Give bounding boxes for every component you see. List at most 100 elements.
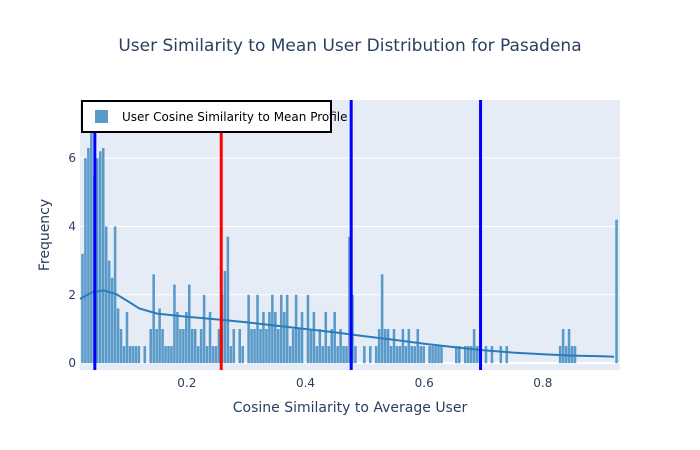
histogram-bar [87, 147, 90, 364]
histogram-bar [253, 328, 256, 364]
histogram-bar [374, 346, 378, 364]
histogram-bar [327, 346, 331, 364]
histogram-bar [505, 346, 509, 364]
histogram-bar [354, 346, 357, 364]
y-axis-label: Frequency [37, 199, 53, 271]
x-tick-label: 0.8 [533, 376, 552, 390]
histogram-bar [315, 346, 319, 364]
histogram-bar [155, 328, 158, 364]
histogram-bar [185, 311, 188, 364]
histogram-bar [208, 311, 212, 364]
histogram-bar [268, 311, 271, 364]
kde-line [79, 289, 615, 358]
histogram-bar [134, 346, 138, 364]
histogram-bar [110, 277, 114, 364]
histogram-bar [119, 328, 123, 364]
histogram-bar [229, 346, 233, 364]
histogram-bar [345, 346, 348, 364]
histogram-bar [561, 328, 565, 364]
histogram-bar [348, 236, 351, 364]
y-tick-label: 0 [68, 356, 76, 370]
histogram-bar [472, 328, 476, 364]
histogram-bar [277, 328, 280, 364]
histogram-bar [336, 346, 339, 364]
histogram-bar [116, 308, 120, 364]
histogram-bar [161, 328, 164, 364]
x-axis-label: Cosine Similarity to Average User [233, 400, 468, 416]
histogram-bar [294, 294, 298, 364]
histogram-bar [81, 253, 84, 364]
histogram-bar [179, 328, 182, 364]
histogram-bar [312, 311, 316, 364]
histogram-bar [113, 226, 117, 364]
histogram-bar [440, 346, 443, 364]
histogram-bar [282, 311, 286, 364]
histogram-bar [469, 346, 473, 364]
histogram-bar [363, 346, 366, 364]
histogram-bar [407, 328, 411, 364]
histogram-bar [383, 328, 387, 364]
histogram-bar [389, 346, 393, 364]
histogram-bar [205, 346, 209, 364]
y-tick-label: 4 [68, 219, 76, 233]
histogram-bar [398, 346, 402, 364]
histogram-bar [288, 346, 292, 364]
histogram-bar [377, 328, 381, 364]
histogram-bar [324, 311, 328, 364]
histogram-bar [380, 274, 384, 364]
legend-swatch [95, 110, 108, 123]
histogram-bar [265, 328, 268, 364]
histogram-bar [318, 328, 322, 364]
histogram-bar [84, 158, 87, 364]
histogram-bar [226, 236, 230, 364]
legend-box [81, 100, 332, 133]
histogram-bar [285, 294, 289, 364]
histogram-bar [164, 346, 167, 364]
histogram-bar [188, 284, 191, 364]
histogram-bars [81, 130, 618, 364]
histogram-bar [232, 328, 236, 364]
histogram-bar [419, 346, 422, 364]
histogram-bar [128, 346, 132, 364]
histogram-bar [176, 311, 179, 364]
histogram-bar [386, 328, 390, 364]
histogram-bar [122, 346, 126, 364]
chart-title: User Similarity to Mean User Distributio… [118, 36, 581, 56]
histogram-bar [104, 226, 108, 364]
histogram-bar [274, 311, 277, 364]
histogram-bar [422, 346, 425, 364]
histogram-bar [434, 346, 437, 364]
histogram-bar [431, 346, 434, 364]
histogram-bar [158, 308, 161, 364]
histogram-bar [202, 294, 206, 364]
histogram-bar [309, 328, 313, 364]
histogram-bar [330, 328, 333, 364]
histogram-bar [101, 147, 105, 364]
histogram-bar [271, 294, 274, 364]
legend[interactable]: User Cosine Similarity to Mean Profile [81, 100, 348, 133]
histogram-bar [392, 328, 396, 364]
histogram-bar [149, 328, 152, 364]
histogram-bar [455, 346, 458, 364]
histogram-bar [98, 151, 102, 364]
histogram-bar [499, 346, 503, 364]
histogram-bar [567, 328, 571, 364]
histogram-bar [404, 346, 408, 364]
histogram-bar [321, 346, 325, 364]
histogram-bar [339, 328, 342, 364]
histogram-bar [196, 346, 200, 364]
histogram-bar [458, 346, 461, 364]
x-axis-ticks: 0.2 0.4 0.6 0.8 [177, 376, 552, 390]
histogram-bar [131, 346, 135, 364]
histogram-bar [466, 346, 470, 364]
histogram-bar [199, 328, 203, 364]
histogram-bar [410, 346, 414, 364]
histogram-bar [368, 346, 372, 364]
histogram-bar [241, 346, 244, 364]
histogram-bar [238, 328, 242, 364]
histogram-bar [152, 274, 155, 364]
histogram-bar [297, 328, 301, 364]
y-axis-ticks: 0 2 4 6 [68, 151, 76, 370]
histogram-bar [167, 346, 170, 364]
